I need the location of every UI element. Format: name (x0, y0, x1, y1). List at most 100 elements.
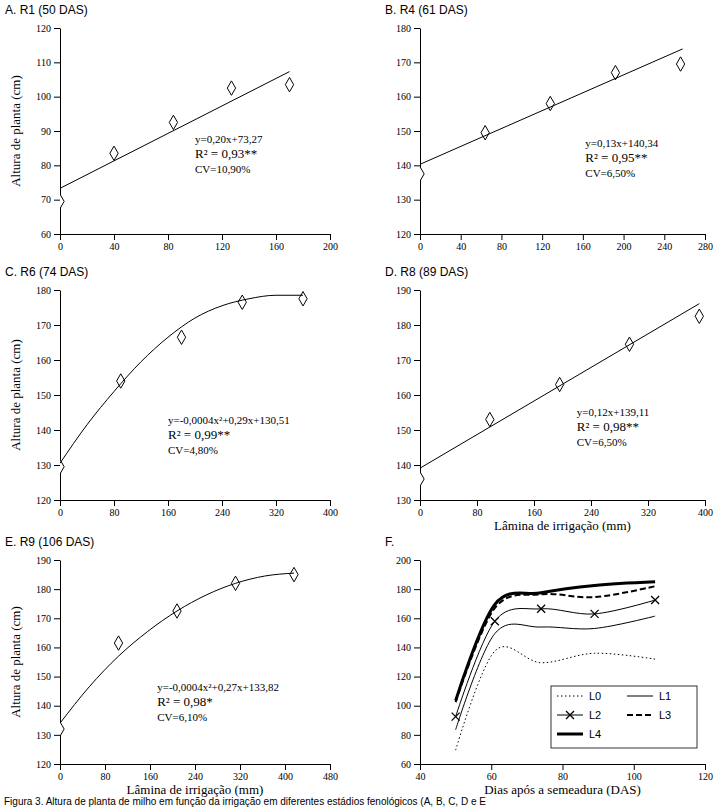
tick-label: 120 (36, 23, 51, 34)
y-axis: 130140150160170180190 (396, 285, 421, 506)
tick-mark (54, 395, 60, 396)
tick: 120 (215, 234, 230, 252)
tick-label: 280 (698, 241, 713, 252)
tick: 170 (36, 613, 60, 624)
tick: 100 (627, 764, 642, 782)
tick: 60 (401, 759, 420, 770)
tick-mark (414, 131, 420, 132)
tick-label: 140 (396, 460, 411, 471)
tick: 240 (215, 500, 230, 518)
tick: 40 (456, 234, 466, 252)
tick-label: 100 (396, 700, 411, 711)
annotation: R² = 0,98** (577, 419, 639, 434)
x-axis: 080160240320400480 (58, 764, 338, 782)
tick-label: 180 (396, 320, 411, 331)
tick-mark (414, 560, 420, 561)
tick-label: 80 (110, 507, 120, 518)
tick-mark (60, 764, 61, 770)
annotation: y=-0,0004x²+0,27x+133,82 (157, 681, 279, 693)
tick: 80 (164, 234, 174, 252)
tick-label: 100 (36, 91, 51, 102)
y-axis-label: Altura de planta (cm) (8, 75, 23, 187)
tick-mark (330, 500, 331, 506)
tick-mark (414, 764, 420, 765)
y-axis-label: Altura de planta (cm) (8, 339, 23, 451)
tick-mark (54, 360, 60, 361)
annotation: R² = 0,98* (157, 694, 213, 709)
tick-label: 180 (36, 285, 51, 296)
line (60, 72, 290, 189)
legend-marker (566, 711, 574, 719)
tick-mark (285, 764, 286, 770)
tick-label: 120 (396, 671, 411, 682)
tick-mark (583, 234, 584, 240)
axis-line (421, 500, 706, 501)
tick-mark (276, 500, 277, 506)
panel-title: A. R1 (50 DAS) (5, 3, 88, 17)
tick-mark (54, 325, 60, 326)
tick: 80 (101, 764, 111, 782)
tick: 80 (401, 730, 420, 741)
tick: 0 (58, 500, 63, 518)
point (420, 472, 424, 486)
tick-mark (414, 430, 420, 431)
tick: 120 (36, 495, 60, 506)
tick-mark (534, 500, 535, 506)
tick-label: 0 (418, 507, 423, 518)
line (60, 573, 294, 723)
tick: 130 (36, 460, 60, 471)
tick-label: 40 (416, 771, 426, 782)
tick: 190 (396, 285, 420, 296)
tick-mark (195, 764, 196, 770)
tick-label: 160 (396, 613, 411, 624)
tick-mark (414, 706, 420, 707)
point (452, 713, 460, 721)
point (238, 295, 246, 309)
tick: 40 (416, 764, 426, 782)
annotation: CV=6,50% (585, 167, 635, 179)
legend-label: L1 (659, 690, 671, 702)
tick: 240 (657, 234, 672, 252)
panel-title: E. R9 (106 DAS) (5, 535, 94, 549)
x-axis: 406080100120 (416, 764, 714, 782)
tick-mark (54, 200, 60, 201)
tick-label: 480 (323, 771, 338, 782)
tick-mark (648, 500, 649, 506)
tick-mark (705, 500, 706, 506)
tick: 40 (110, 234, 120, 252)
tick: 80 (473, 500, 483, 518)
tick: 80 (558, 764, 568, 782)
tick-label: 200 (617, 241, 632, 252)
tick: 100 (36, 91, 60, 102)
panel: D. R8 (89 DAS)08016024032040013014015016… (385, 265, 713, 533)
tick: 320 (269, 500, 284, 518)
point (676, 57, 684, 71)
tick-mark (542, 234, 543, 240)
tick: 160 (36, 642, 60, 653)
tick-label: 80 (473, 507, 483, 518)
y-axis: 120130140150160170180190 (36, 555, 61, 770)
tick-mark (414, 735, 420, 736)
x-axis: 04080120160200 (58, 234, 338, 252)
tick: 0 (418, 500, 423, 518)
tick: 140 (396, 642, 420, 653)
tick-mark (414, 360, 420, 361)
line (420, 49, 683, 164)
tick: 70 (41, 194, 60, 205)
tick-mark (105, 764, 106, 770)
tick-label: 0 (418, 241, 423, 252)
line (420, 304, 699, 469)
point (695, 309, 703, 323)
x-axis: 04080120160200240280 (418, 234, 713, 252)
tick: 160 (396, 91, 420, 102)
tick: 140 (36, 700, 60, 711)
legend-swatch (557, 733, 583, 736)
tick-mark (414, 97, 420, 98)
tick: 140 (36, 425, 60, 436)
tick-mark (150, 764, 151, 770)
annotation: y=0,12x+139,11 (577, 406, 650, 418)
caption: Figura 3. Altura de planta de milho em f… (4, 796, 486, 807)
tick-mark (414, 465, 420, 466)
tick: 120 (36, 759, 60, 770)
tick-mark (414, 62, 420, 63)
